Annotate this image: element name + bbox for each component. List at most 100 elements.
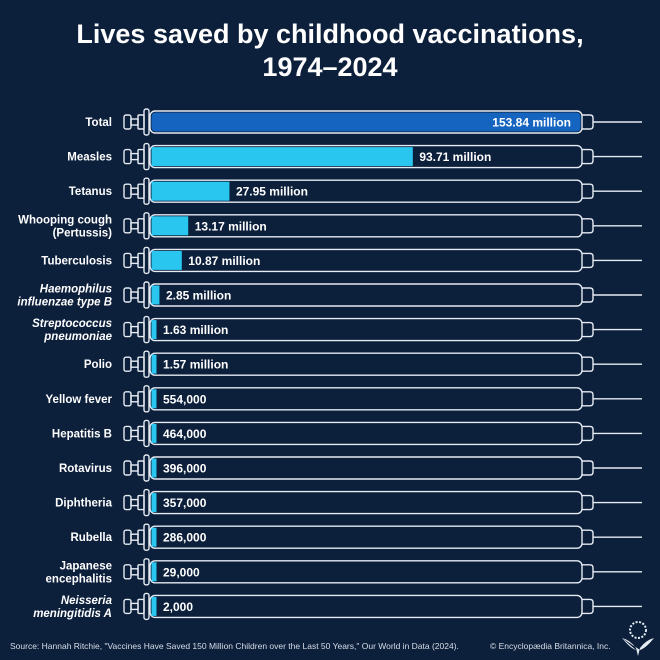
syringe-hub [582, 564, 594, 580]
syringe-stopper [137, 494, 145, 511]
syringe-stopper [137, 252, 145, 269]
syringe-flange [143, 212, 150, 240]
syringe-rod [130, 429, 139, 438]
title-line-2: 1974–2024 [262, 52, 398, 82]
syringe-plunger-icon [123, 218, 132, 234]
syringe-barrel [149, 387, 583, 411]
syringe-hub [582, 114, 594, 130]
syringe-stopper [137, 391, 145, 407]
syringe-hub [582, 460, 594, 476]
syringe-barrel [149, 317, 583, 342]
syringe-barrel [149, 594, 583, 619]
syringe-rod [130, 291, 139, 299]
syringe-rod [130, 568, 139, 576]
value-label-1: 93.71 million [419, 150, 491, 164]
syringe-rod [130, 602, 139, 611]
bar-6 [151, 320, 157, 340]
value-label-10: 396,000 [163, 462, 207, 476]
value-label-8: 554,000 [163, 392, 207, 406]
syringe-stopper [137, 114, 145, 130]
bar-12 [151, 527, 157, 547]
syringe-barrel [149, 248, 583, 273]
bar-0 [151, 112, 581, 132]
syringe-rod [130, 498, 139, 507]
syringe-stopper [137, 564, 145, 580]
bar-1 [151, 147, 413, 167]
syringe-plunger-icon [123, 425, 132, 442]
syringe-rod [130, 325, 139, 334]
bar-11 [151, 493, 157, 513]
syringe-flange [143, 385, 150, 413]
syringe-hub [582, 529, 594, 545]
category-label-12: Rubella [70, 532, 112, 544]
value-label-13: 29,000 [163, 565, 200, 579]
bar-4 [151, 250, 182, 270]
syringe-rod [130, 533, 139, 541]
value-label-9: 464,000 [163, 427, 207, 441]
syringe-flange [143, 558, 150, 586]
bar-10 [151, 458, 157, 478]
syringe-flange [143, 350, 150, 378]
syringe-barrel [149, 352, 583, 376]
syringe-flange [143, 108, 150, 136]
value-label-2: 27.95 million [236, 185, 308, 199]
value-label-3: 13.17 million [195, 219, 267, 233]
syringe-barrel [149, 490, 583, 515]
syringe-hub [582, 356, 594, 372]
value-label-14: 2,000 [163, 600, 193, 614]
bar-13 [151, 562, 157, 582]
category-label-6: pneumoniae [43, 331, 112, 343]
syringe-hub [582, 148, 594, 165]
syringe-hub [582, 321, 594, 338]
syringe-hub [582, 183, 594, 199]
syringe-flange [143, 315, 150, 344]
syringe-plunger-icon [123, 391, 132, 407]
value-label-11: 357,000 [163, 496, 207, 510]
category-label-13: encephalitis [46, 573, 112, 585]
syringe-rod [130, 360, 139, 368]
bar-3 [151, 216, 189, 236]
category-label-0: Total [85, 117, 112, 129]
syringe-stopper [137, 460, 145, 476]
value-label-7: 1.57 million [163, 358, 228, 372]
category-label-1: Measles [67, 152, 112, 164]
syringe-hub [582, 425, 594, 442]
syringe-barrel [149, 144, 583, 169]
syringe-hub [582, 218, 594, 234]
title-line-1: Lives saved by childhood vaccinations, [76, 19, 584, 49]
syringe-hub [582, 391, 594, 407]
bar-14 [151, 596, 157, 616]
syringe-plunger-icon [123, 114, 132, 130]
category-label-6: Streptococcus [32, 318, 112, 330]
syringe-flange [143, 523, 150, 551]
syringe-flange [143, 142, 150, 171]
syringe-hub [582, 287, 594, 303]
syringe-flange [143, 246, 150, 275]
syringe-plunger-icon [123, 529, 132, 545]
syringe-rod [130, 152, 139, 161]
syringe-barrel [149, 456, 583, 480]
value-label-4: 10.87 million [188, 254, 260, 268]
category-label-14: Neisseria [61, 595, 113, 607]
syringe-flange [143, 592, 150, 621]
syringe-stopper [137, 148, 145, 165]
syringe-flange [143, 419, 150, 448]
category-label-5: influenzae type B [17, 297, 112, 309]
syringe-barrel [149, 214, 583, 238]
syringe-stopper [137, 425, 145, 442]
value-label-12: 286,000 [163, 531, 207, 545]
category-label-8: Yellow fever [46, 394, 113, 406]
syringe-hub [582, 598, 594, 615]
syringe-rod [130, 395, 139, 403]
syringe-rod [130, 118, 139, 126]
category-label-11: Diphtheria [55, 498, 112, 510]
syringe-plunger-icon [123, 460, 132, 476]
syringe-plunger-icon [123, 252, 132, 269]
bar-5 [151, 285, 160, 305]
syringe-stopper [137, 321, 145, 338]
syringe-stopper [137, 287, 145, 303]
syringe-flange [143, 177, 150, 205]
syringe-plunger-icon [123, 148, 132, 165]
bar-9 [151, 423, 157, 443]
